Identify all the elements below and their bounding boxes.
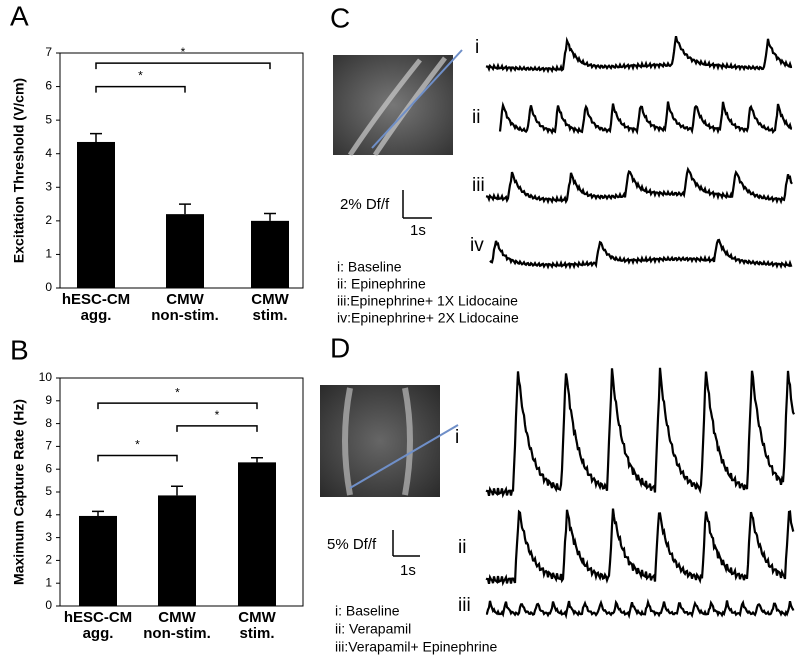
trace <box>485 166 793 205</box>
y-tick-label: 2 <box>45 553 52 567</box>
micrograph <box>320 385 440 497</box>
trace-label: ii <box>472 107 480 128</box>
y-tick-label: 0 <box>45 280 52 294</box>
trace-label: iii <box>472 175 485 196</box>
panel-label: A <box>10 0 29 31</box>
panel-label: C <box>330 2 350 33</box>
bar <box>158 495 196 606</box>
trace <box>498 101 793 135</box>
trace-label: i <box>455 427 459 448</box>
y-tick-label: 1 <box>45 247 52 261</box>
bar <box>238 462 276 606</box>
trace <box>485 35 793 74</box>
significance-star: * <box>181 45 186 59</box>
y-tick-label: 6 <box>45 461 52 475</box>
x-tick-label: stim. <box>252 307 287 324</box>
error-bar <box>179 203 191 215</box>
x-tick-label: CMW <box>251 291 289 308</box>
error-bar <box>251 457 263 463</box>
error-bar <box>90 132 102 142</box>
error-bar <box>171 485 183 496</box>
scan-line <box>349 424 459 489</box>
y-tick-label: 4 <box>45 507 52 521</box>
significance-bracket <box>95 85 186 93</box>
y-tick-label: 6 <box>45 79 52 93</box>
trace <box>485 508 795 587</box>
x-tick-label: stim. <box>239 625 274 642</box>
x-tick-label: hESC-CM <box>62 291 130 308</box>
trace-label: ii <box>458 537 466 558</box>
y-tick-label: 2 <box>45 213 52 227</box>
y-tick-label: 9 <box>45 393 52 407</box>
x-tick-label: non-stim. <box>143 625 211 642</box>
x-tick-label: agg. <box>83 625 114 642</box>
y-tick-label: 5 <box>45 484 52 498</box>
y-tick-label: 5 <box>45 112 52 126</box>
legend-entry: i: Baseline <box>335 603 400 619</box>
x-tick-label: hESC-CM <box>64 609 132 626</box>
panel-label: D <box>330 332 350 363</box>
x-tick-label: CMW <box>158 609 196 626</box>
significance-bracket <box>97 402 258 410</box>
scale-label: 5% Df/f <box>327 536 377 553</box>
y-tick-label: 1 <box>45 575 52 589</box>
trace-label: iii <box>458 595 471 616</box>
scale-label: 1s <box>400 562 416 579</box>
significance-star: * <box>138 69 143 83</box>
y-tick-label: 3 <box>45 530 52 544</box>
y-tick-label: 3 <box>45 179 52 193</box>
significance-star: * <box>215 408 220 422</box>
scan-line <box>371 49 463 149</box>
scale-label: 1s <box>410 222 426 239</box>
legend-entry: iii:Epinephrine+ 1X Lidocaine <box>337 293 518 309</box>
significance-bracket <box>95 62 271 70</box>
legend-entry: ii: Epinephrine <box>337 276 426 292</box>
x-tick-label: CMW <box>166 291 204 308</box>
y-tick-label: 7 <box>45 45 52 59</box>
y-tick-label: 4 <box>45 146 52 160</box>
significance-bracket <box>176 425 258 432</box>
bar <box>77 141 115 288</box>
legend-entry: i: Baseline <box>337 259 402 275</box>
y-axis-label: Maximum Capture Rate (Hz) <box>11 399 27 585</box>
legend-entry: iii:Verapamil+ Epinephrine <box>335 639 497 655</box>
trace <box>485 598 795 620</box>
y-tick-label: 7 <box>45 439 52 453</box>
significance-star: * <box>135 438 140 452</box>
trace-label: iv <box>470 235 484 256</box>
bar <box>166 214 204 288</box>
trace <box>485 367 795 499</box>
tissue <box>342 387 413 496</box>
y-tick-label: 0 <box>45 598 52 612</box>
bar <box>79 515 117 606</box>
bar <box>251 220 289 288</box>
x-tick-label: agg. <box>81 307 112 324</box>
legend-entry: iv:Epinephrine+ 2X Lidocaine <box>337 310 519 326</box>
y-axis-label: Excitation Threshold (V/cm) <box>11 78 27 263</box>
error-bar <box>264 212 276 221</box>
error-bar <box>92 510 104 516</box>
panel-label: B <box>10 334 29 365</box>
y-tick-label: 8 <box>45 416 52 430</box>
scale-label: 2% Df/f <box>340 196 390 213</box>
x-tick-label: CMW <box>238 609 276 626</box>
trace <box>489 238 793 270</box>
legend-entry: ii: Verapamil <box>335 621 411 637</box>
y-tick-label: 10 <box>39 370 53 384</box>
trace-label: i <box>475 37 479 58</box>
x-tick-label: non-stim. <box>151 307 219 324</box>
significance-star: * <box>175 385 180 399</box>
significance-bracket <box>97 454 178 462</box>
